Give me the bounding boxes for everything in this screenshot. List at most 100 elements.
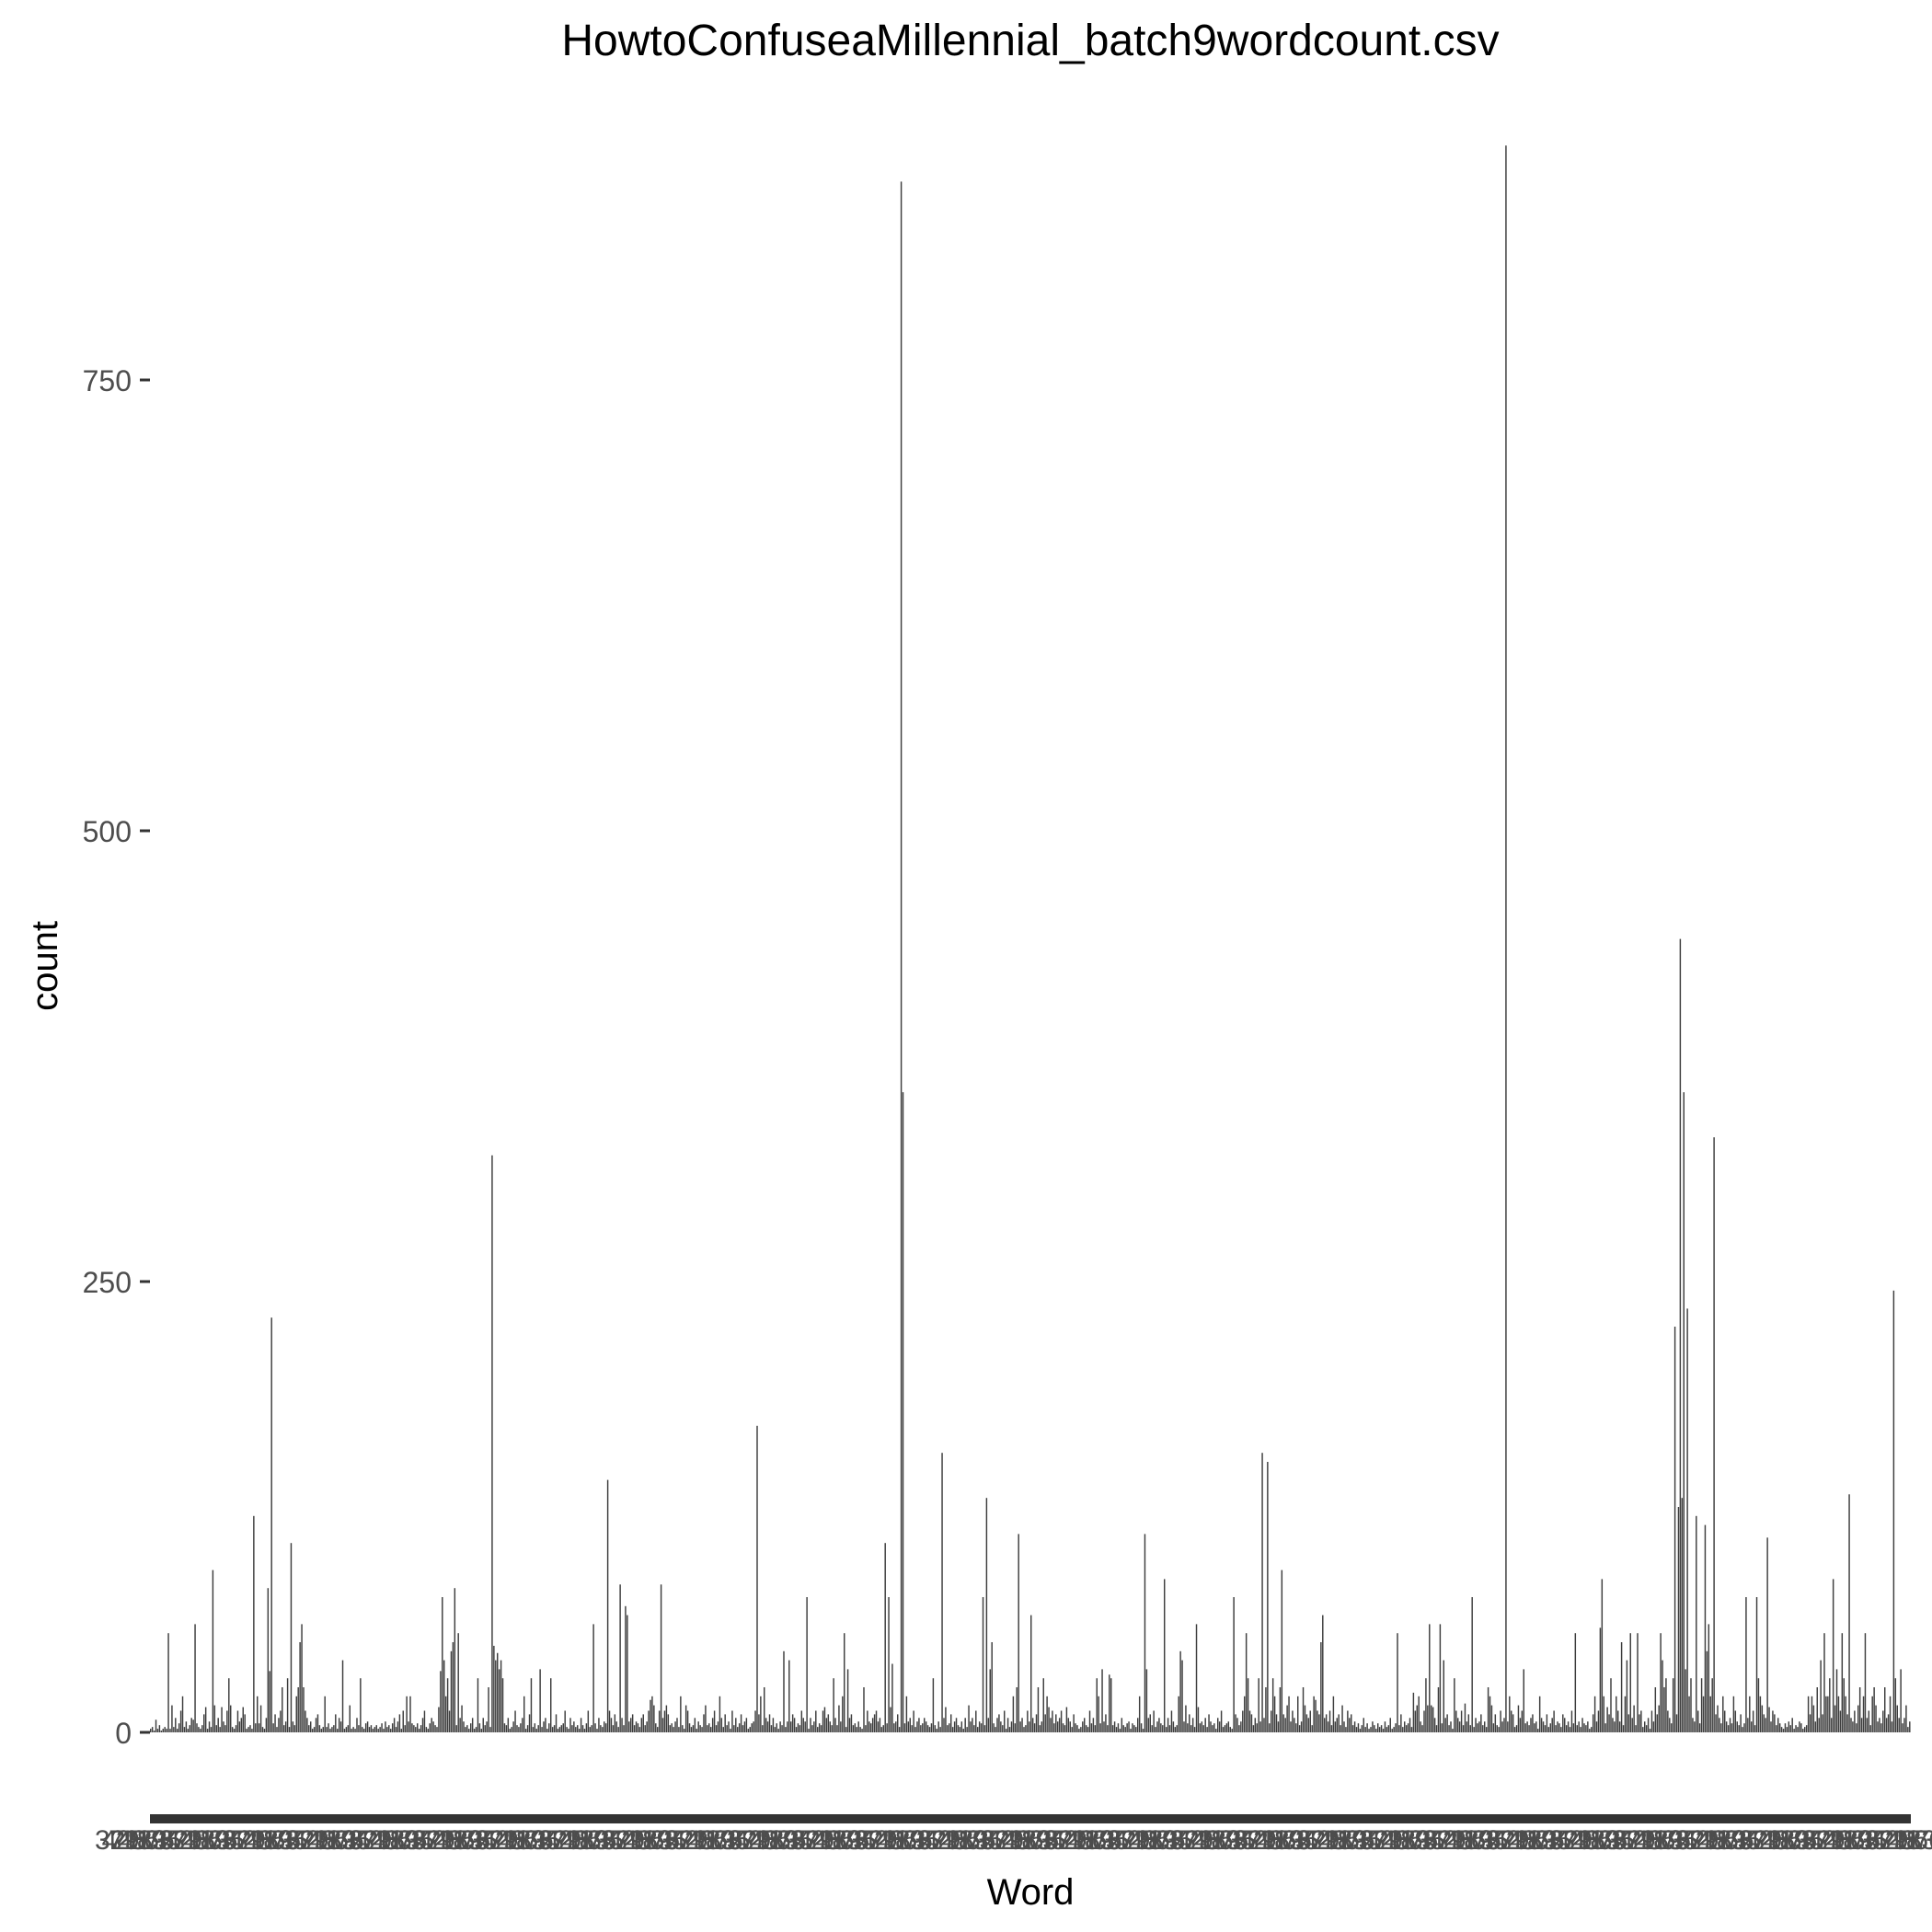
bar [850, 1714, 853, 1732]
bar [247, 1727, 249, 1732]
bar [1885, 1718, 1888, 1732]
bar [913, 1710, 914, 1732]
bar [528, 1714, 531, 1732]
bar [425, 1727, 428, 1732]
bar [1535, 1721, 1537, 1732]
bar [1227, 1721, 1230, 1732]
bar [192, 1719, 194, 1732]
x-tick-label: 83 [580, 1825, 610, 1856]
bar [1151, 1725, 1153, 1732]
bar [1265, 1687, 1267, 1732]
bar [1793, 1729, 1795, 1732]
x-tick-label: 79 [298, 1825, 328, 1856]
bar [331, 1727, 333, 1732]
bar [694, 1718, 696, 1732]
bar [688, 1723, 691, 1732]
bar [1208, 1714, 1210, 1732]
bar [173, 1727, 175, 1732]
bar [1288, 1696, 1290, 1732]
x-tick-label: 11 [754, 1825, 783, 1856]
bar [1690, 1678, 1692, 1732]
bar [717, 1721, 719, 1732]
bar [790, 1721, 792, 1732]
bar [897, 1714, 899, 1732]
bar [1190, 1725, 1192, 1732]
bar [686, 1710, 689, 1732]
bar [1720, 1723, 1722, 1732]
bar [1336, 1718, 1338, 1732]
bar [381, 1723, 383, 1732]
bar [1122, 1725, 1124, 1732]
bar [783, 1650, 785, 1732]
bar [1722, 1696, 1724, 1732]
x-tick-label: 83 [959, 1825, 989, 1856]
bar [1359, 1729, 1362, 1732]
bar [468, 1729, 470, 1732]
bar [1315, 1699, 1317, 1732]
bar [742, 1725, 744, 1732]
x-tick-label: 66 [333, 1825, 363, 1856]
bar [509, 1729, 511, 1732]
x-tick-label: 11 [1260, 1825, 1289, 1856]
bar [1614, 1721, 1616, 1732]
y-tick-label: 250 [83, 1266, 132, 1299]
bar [1372, 1721, 1374, 1732]
bar [884, 1543, 886, 1732]
bar [827, 1714, 830, 1732]
bar [1816, 1687, 1818, 1732]
bar [945, 1707, 947, 1732]
bar [1509, 1696, 1511, 1732]
bar [1663, 1687, 1665, 1732]
bar [391, 1723, 394, 1732]
bar [178, 1723, 180, 1732]
bar [740, 1714, 742, 1732]
bar [1128, 1721, 1130, 1732]
x-tick-label: 28 [1064, 1825, 1094, 1856]
bar [1820, 1660, 1822, 1732]
x-tick-label: 44 [986, 1825, 1017, 1856]
bar [550, 1678, 552, 1732]
bar [1768, 1707, 1770, 1732]
bar [738, 1723, 741, 1732]
bar [1140, 1723, 1143, 1732]
bar [631, 1714, 634, 1732]
x-tick-label: 79 [1815, 1825, 1846, 1856]
x-tick-label: 66 [776, 1825, 806, 1856]
bar [787, 1721, 788, 1732]
bar [1082, 1721, 1084, 1732]
bar [1547, 1727, 1550, 1732]
x-tick-label: 79 [362, 1825, 392, 1856]
x-tick-label: 57 [1520, 1825, 1550, 1856]
x-tick-label: 44 [102, 1825, 132, 1856]
bar [482, 1718, 484, 1732]
bar [719, 1696, 721, 1732]
bar [950, 1714, 952, 1732]
bar [261, 1727, 264, 1732]
x-tick-label: 44 [1808, 1825, 1838, 1856]
x-tick-label: 83 [137, 1825, 167, 1856]
x-tick-label: 83 [832, 1825, 862, 1856]
bar [989, 1669, 991, 1732]
x-tick-label: 57 [762, 1825, 792, 1856]
bar [642, 1714, 644, 1732]
bar [558, 1727, 561, 1732]
bar [1404, 1721, 1406, 1732]
bar [1155, 1727, 1156, 1732]
bar [1071, 1727, 1073, 1732]
x-tick-label: 66 [1534, 1825, 1564, 1856]
x-tick-label: 28 [1506, 1825, 1536, 1856]
bar [1846, 1714, 1848, 1732]
bar [1386, 1727, 1388, 1732]
bar [181, 1696, 184, 1732]
bar [155, 1719, 157, 1732]
bar [1423, 1710, 1425, 1732]
x-tick-label: 83 [1843, 1825, 1873, 1856]
bar [459, 1718, 461, 1732]
bar [198, 1727, 200, 1732]
x-tick-label: 95 [404, 1825, 434, 1856]
bar [977, 1727, 979, 1732]
x-tick-label: 95 [1415, 1825, 1445, 1856]
bar [1612, 1718, 1614, 1732]
bar [1717, 1705, 1719, 1732]
